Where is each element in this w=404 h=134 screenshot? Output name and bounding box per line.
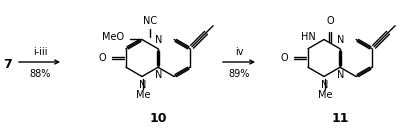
Text: O: O (98, 53, 106, 63)
Text: 89%: 89% (228, 69, 250, 79)
Text: N: N (155, 70, 163, 80)
Text: Me: Me (136, 90, 150, 100)
Text: 10: 10 (149, 111, 167, 124)
Text: MeO: MeO (102, 33, 124, 42)
Text: 11: 11 (331, 111, 349, 124)
Text: O: O (280, 53, 288, 63)
Text: N: N (139, 81, 147, 90)
Text: O: O (326, 16, 334, 26)
Text: HN: HN (301, 33, 316, 42)
Text: NC: NC (143, 16, 157, 25)
Text: N: N (321, 81, 329, 90)
Text: N: N (337, 35, 345, 45)
Text: N: N (155, 35, 163, 45)
Text: N: N (337, 70, 345, 80)
Text: iv: iv (235, 47, 243, 57)
Text: Me: Me (318, 90, 332, 100)
Text: 7: 7 (4, 59, 13, 72)
Text: 88%: 88% (29, 69, 50, 79)
Text: i-iii: i-iii (33, 47, 47, 57)
